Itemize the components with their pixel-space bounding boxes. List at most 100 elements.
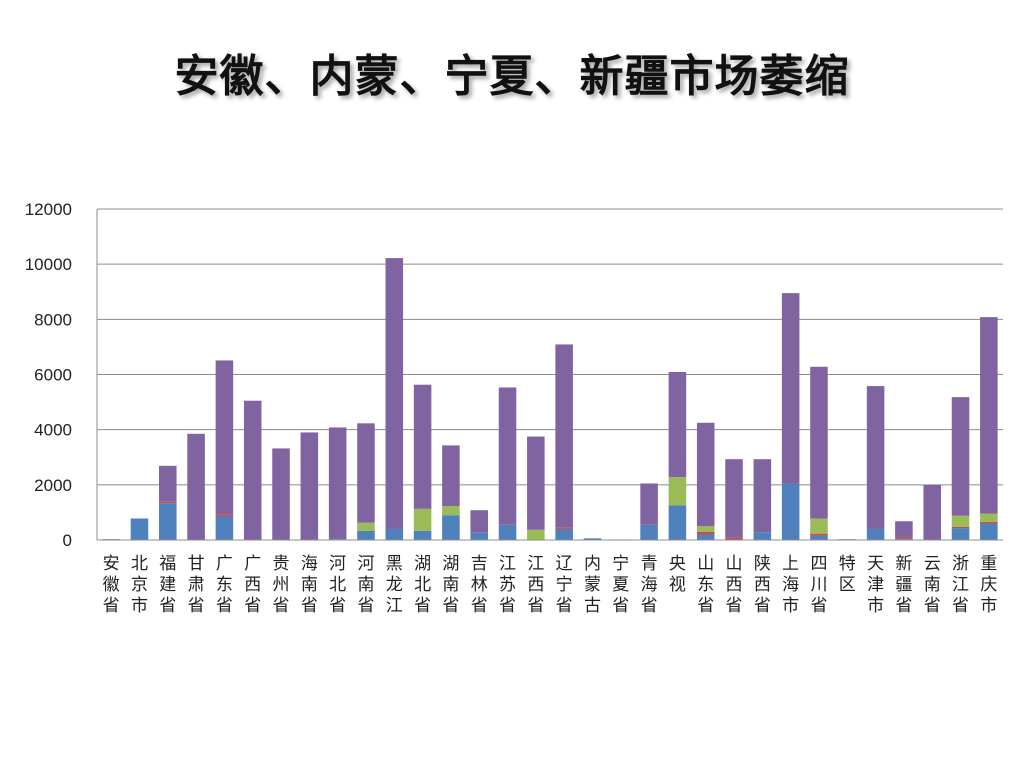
bar-segment — [640, 524, 658, 540]
x-tick-label: 江西省 — [527, 554, 544, 616]
bar-segment — [498, 387, 517, 525]
x-tick-label: 福建省 — [159, 554, 176, 616]
bar-segment — [300, 432, 319, 540]
bar-segment — [810, 533, 828, 536]
bar-segment — [895, 536, 913, 539]
bar-segment — [951, 526, 970, 529]
bar-segment — [668, 505, 687, 540]
bar-segment — [413, 508, 432, 531]
bar-segment — [781, 293, 800, 484]
y-axis: 0 2000 4000 6000 8000 10000 12000 — [25, 200, 98, 550]
bar-segment — [583, 538, 602, 540]
x-tick-label: 内蒙古 — [584, 554, 601, 616]
bar-segment — [555, 344, 573, 528]
y-tick-label: 0 — [63, 531, 72, 550]
x-tick-label: 广东省 — [216, 554, 233, 616]
bar-segment — [668, 372, 687, 478]
y-tick-label: 8000 — [34, 310, 72, 329]
bar-segment — [810, 535, 828, 540]
x-tick-label: 重庆市 — [980, 554, 997, 616]
x-tick-label: 贵州省 — [273, 554, 290, 616]
bar-segment — [442, 445, 460, 507]
bar-segment — [951, 528, 970, 540]
bar-segment — [159, 501, 177, 504]
x-tick-label: 吉林省 — [471, 554, 488, 616]
x-tick-label: 河北省 — [329, 554, 346, 616]
bar-segment — [951, 515, 970, 527]
x-tick-label: 辽宁省 — [556, 554, 573, 616]
x-tick-label: 四川省 — [810, 554, 827, 616]
bar-segment — [951, 397, 970, 516]
bar-segment — [895, 521, 913, 537]
bar-segment — [413, 530, 432, 540]
bar-segment — [215, 516, 234, 540]
bar-segment — [696, 531, 715, 535]
bar-segment — [753, 532, 772, 540]
bar-segment — [527, 529, 545, 540]
bar-segment — [895, 538, 913, 540]
y-tick-label: 4000 — [34, 421, 72, 440]
bar-segment — [470, 510, 488, 533]
x-tick-label: 天津市 — [867, 554, 884, 616]
bar-segment — [328, 427, 347, 540]
x-tick-label: 湖南省 — [442, 554, 459, 616]
bar-segment — [980, 513, 998, 522]
bar-segment — [555, 527, 573, 529]
bar-segment — [272, 448, 290, 540]
bar-segment — [159, 503, 177, 540]
bar-segment — [980, 523, 998, 540]
bar-segment — [980, 317, 998, 514]
x-tick-label: 黑龙江 — [386, 554, 403, 616]
bar-segment — [215, 360, 234, 515]
bar-segment — [130, 518, 149, 540]
x-tick-label: 山西省 — [726, 554, 743, 616]
bar-segment — [923, 484, 941, 540]
bar-segment — [442, 506, 460, 516]
bar-segment — [442, 515, 460, 540]
x-tick-label: 河南省 — [357, 554, 374, 616]
bar-segment — [413, 384, 432, 509]
bar-segment — [357, 530, 375, 540]
x-tick-label: 青海省 — [641, 554, 658, 616]
bar-segment — [159, 465, 177, 502]
bar-segment — [866, 528, 885, 540]
bar-segment — [357, 423, 375, 523]
bar-segment — [781, 483, 800, 540]
bar-segment — [385, 528, 404, 540]
bar-segment — [357, 522, 375, 531]
slide-title: 安徽、内蒙、宁夏、新疆市场萎缩 — [174, 51, 850, 102]
bar-segment — [385, 258, 404, 529]
bar-segment — [555, 528, 573, 540]
x-tick-label: 上海市 — [782, 554, 799, 616]
bars — [102, 258, 998, 540]
x-tick-label: 特区 — [839, 554, 856, 595]
x-tick-label: 江苏省 — [499, 554, 516, 616]
x-tick-label: 北京市 — [131, 554, 148, 616]
x-tick-label: 安徽省 — [103, 554, 120, 616]
y-tick-label: 10000 — [25, 255, 72, 274]
x-tick-label: 山东省 — [697, 554, 714, 616]
x-tick-label: 广西省 — [244, 554, 261, 616]
x-tick-label: 新疆省 — [895, 554, 912, 616]
bar-segment — [810, 366, 828, 519]
y-tick-label: 2000 — [34, 476, 72, 495]
x-axis: 安徽省北京市福建省甘肃省广东省广西省贵州省海南省河北省河南省黑龙江湖北省湖南省吉… — [97, 539, 1003, 616]
bar-segment — [527, 436, 545, 530]
bar-segment — [215, 514, 234, 517]
bar-segment — [187, 433, 205, 540]
x-tick-label: 海南省 — [301, 554, 318, 616]
bar-segment — [980, 521, 998, 524]
bar-segment — [696, 422, 715, 527]
bar-segment — [696, 526, 715, 532]
x-tick-label: 甘肃省 — [188, 554, 205, 616]
bar-segment — [470, 532, 488, 540]
x-tick-label: 央视 — [669, 554, 686, 595]
bar-segment — [696, 534, 715, 540]
bar-segment — [243, 400, 262, 540]
x-tick-label: 湖北省 — [414, 554, 431, 616]
bar-segment — [753, 459, 772, 533]
x-tick-label: 云南省 — [924, 554, 941, 616]
bar-segment — [725, 459, 743, 538]
bar-segment — [498, 524, 517, 540]
